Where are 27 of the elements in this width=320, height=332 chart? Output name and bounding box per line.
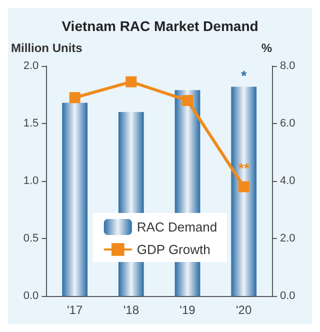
x-tick-label: '20 — [236, 303, 252, 317]
x-tick-label: '19 — [180, 303, 196, 317]
point — [69, 92, 80, 104]
y-tick-label: 1.0 — [23, 175, 39, 187]
legend-label: GDP Growth — [136, 242, 210, 257]
chart-title: Vietnam RAC Market Demand — [62, 18, 258, 34]
x-tick-label: '18 — [123, 303, 140, 317]
y-tick-label: 0.5 — [23, 232, 39, 244]
point — [182, 95, 193, 106]
x-tick-label: '17 — [67, 303, 83, 317]
y-axis-title: Million Units — [11, 41, 83, 55]
point — [238, 181, 250, 192]
bar — [231, 86, 257, 296]
y2-tick-label: 2.0 — [280, 232, 296, 244]
y2-tick-label: 6.0 — [280, 118, 296, 130]
y2-tick-label: 8.0 — [280, 60, 296, 72]
y-tick-label: 0.0 — [23, 290, 39, 302]
y2-tick-label: 0.0 — [280, 290, 296, 302]
y2-axis-title: % — [261, 41, 272, 55]
y2-tick-label: 4.0 — [280, 175, 296, 187]
point — [126, 76, 137, 88]
bar — [62, 102, 88, 296]
annotation: ** — [238, 160, 250, 176]
annotation: * — [241, 68, 248, 84]
y-tick-label: 2.0 — [23, 60, 39, 72]
legend-label: RAC Demand — [136, 220, 218, 234]
y-tick-label: 1.5 — [23, 118, 39, 130]
